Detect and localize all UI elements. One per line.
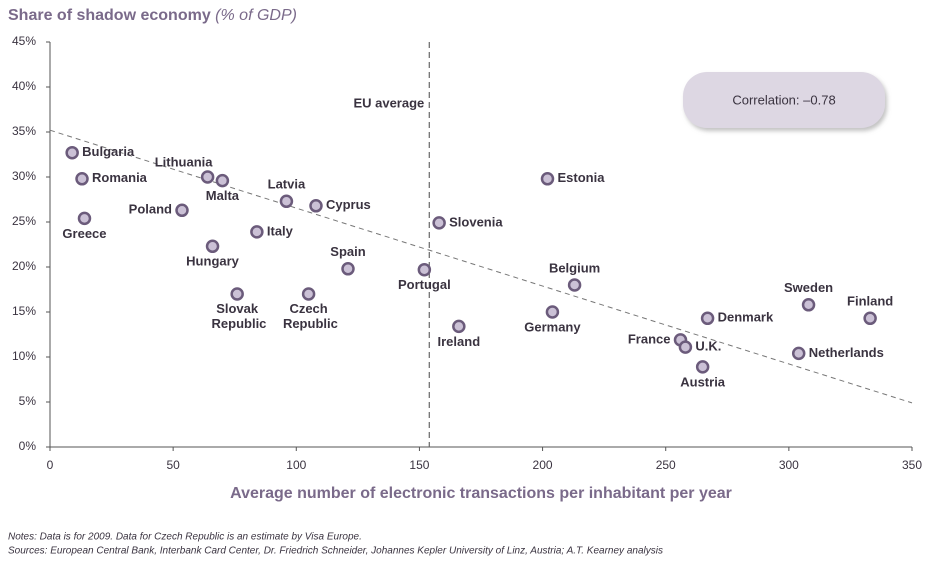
x-tick-label: 250 [656,458,676,472]
point [801,298,816,312]
point-label: Sweden [784,280,833,295]
point-label: Estonia [557,170,605,185]
point-label: Netherlands [809,345,884,360]
point-label: Lithuania [155,154,214,169]
point [417,262,432,277]
x-tick-label: 50 [166,458,180,472]
x-tick-label: 0 [47,458,54,472]
point [452,319,466,334]
point-label: Slovenia [449,214,503,229]
point [678,340,693,354]
point [77,211,92,226]
x-tick-label: 150 [409,458,429,472]
point [863,311,877,326]
point-label: Romania [92,170,148,185]
point [432,216,446,230]
point-label-line: Slovak [216,301,259,316]
point [309,199,323,213]
point [200,170,215,184]
point-label: Malta [206,188,240,203]
point [175,203,189,218]
point-label: Slovak Republic [208,301,267,331]
annotation: Correlation: –0.78 [732,92,835,107]
point-label: U.K. [695,339,721,354]
point [567,278,582,292]
x-tick-label: 100 [286,458,306,472]
title-main: Share of shadow economy [8,7,211,24]
point [545,305,560,319]
point [540,172,555,186]
point-label-line: Republic [208,316,267,331]
point-label: Belgium [549,260,600,275]
point-label: Finland [847,294,893,309]
point-label: Greece [62,226,106,241]
point-label: Hungary [186,254,240,269]
point-label-line: Czech [289,301,327,316]
point [279,194,294,209]
sources: Sources: European Central Bank, Interban… [8,546,663,557]
annotation-box [683,72,885,128]
y-tick-label: 0% [19,439,37,453]
y-tick-label: 25% [12,214,36,228]
point [301,287,316,301]
point-label: Austria [680,374,726,389]
point-label: Italy [267,223,294,238]
point [205,239,220,254]
y-tick-label: 10% [12,349,36,363]
x-tick-label: 300 [779,458,799,472]
point [341,262,355,276]
point [215,173,230,188]
point [230,287,244,301]
point-label: France [628,331,671,346]
y-tick-label: 20% [12,259,36,273]
y-tick-label: 15% [12,304,36,318]
point-label: Czech Republic [279,301,338,331]
point-label: Spain [330,244,365,259]
notes: Notes: Data is for 2009. Data for Czech … [8,532,362,543]
point [695,360,710,374]
trendline [49,129,913,404]
y-tick-label: 30% [12,169,36,183]
x-tick-label: 200 [533,458,553,472]
point-label: Portugal [398,277,451,292]
point-label: Denmark [718,310,774,325]
point [791,346,806,361]
x-tick-label: 350 [902,458,922,472]
point-label: Poland [129,202,172,217]
point [250,225,264,239]
point-label: Ireland [438,334,481,349]
point-label: Cyprus [326,197,371,212]
point-label: Germany [524,319,581,334]
y-tick-label: 35% [12,124,36,138]
point-label: Bulgaria [82,144,135,159]
chart-title: Share of shadow economy (% of GDP) [8,7,297,24]
reference-label: EU average [353,95,424,110]
x-axis-title: Average number of electronic transaction… [230,485,732,502]
point [700,311,715,326]
y-tick-label: 40% [12,79,36,93]
point-label-line: Republic [279,316,338,331]
point [75,172,89,186]
y-tick-label: 5% [19,394,37,408]
title-unit: (% of GDP) [215,7,297,24]
point [65,145,79,160]
y-tick-label: 45% [12,34,36,48]
point-label: Latvia [268,177,306,192]
